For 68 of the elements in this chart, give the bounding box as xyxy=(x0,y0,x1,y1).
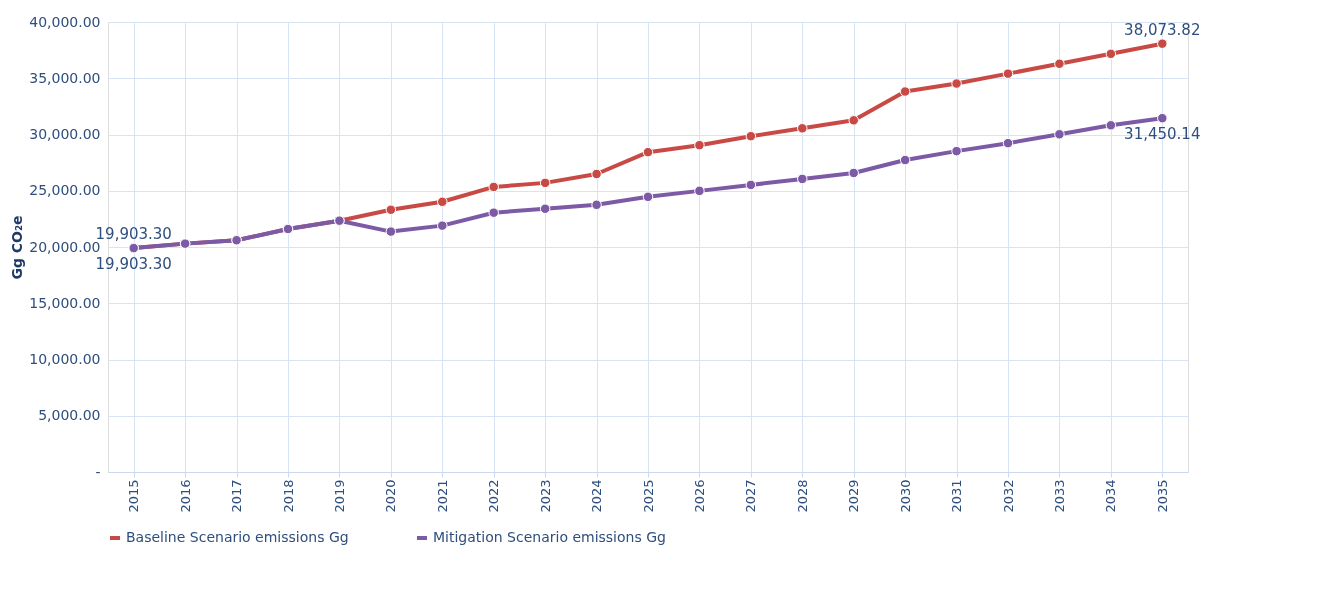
point xyxy=(1054,58,1065,69)
point xyxy=(591,168,602,180)
legend-label: Mitigation Scenario emissions Gg xyxy=(433,529,666,545)
data-label: 19,903.30 xyxy=(95,255,172,274)
point xyxy=(1157,112,1168,124)
point xyxy=(488,181,499,193)
point xyxy=(1002,137,1014,149)
x-tick-label: 2029 xyxy=(846,479,862,513)
point xyxy=(642,191,654,203)
x-tick-label: 2034 xyxy=(1103,479,1119,513)
point xyxy=(539,203,551,214)
y-tick-label: 35,000.00 xyxy=(29,69,101,86)
point xyxy=(437,220,448,231)
y-tick-label: 5,000.00 xyxy=(38,407,101,424)
legend-label: Baseline Scenario emissions Gg xyxy=(126,529,349,545)
point xyxy=(437,196,448,208)
y-tick-label: 25,000.00 xyxy=(29,182,101,199)
y-axis-title: Gg CO₂e xyxy=(9,215,26,280)
x-tick-label: 2017 xyxy=(229,479,245,513)
x-tick-label: 2016 xyxy=(177,479,193,513)
x-tick-label: 2018 xyxy=(280,479,296,513)
x-tick-label: 2024 xyxy=(589,479,605,513)
y-tick-label: - xyxy=(95,463,101,480)
point xyxy=(1054,129,1065,140)
point xyxy=(539,177,551,189)
data-label: 38,073.82 xyxy=(1124,20,1201,39)
point xyxy=(591,199,602,211)
y-tick-label: 10,000.00 xyxy=(29,351,101,367)
y-tick-label: 20,000.00 xyxy=(29,238,101,255)
x-tick-label: 2015 xyxy=(126,479,142,513)
x-tick-label: 2031 xyxy=(949,479,965,513)
point xyxy=(951,78,962,89)
point xyxy=(797,173,808,185)
point xyxy=(488,207,499,218)
x-tick-label: 2026 xyxy=(691,479,707,513)
point xyxy=(385,226,397,237)
x-tick-label: 2035 xyxy=(1154,479,1170,513)
x-tick-label: 2032 xyxy=(1000,479,1016,513)
x-tick-label: 2023 xyxy=(537,479,553,513)
point xyxy=(694,185,705,197)
x-tick-label: 2027 xyxy=(743,479,759,513)
point xyxy=(385,204,397,215)
point xyxy=(1105,120,1117,131)
x-tick-label: 2030 xyxy=(897,479,913,513)
point xyxy=(1002,68,1014,79)
point xyxy=(899,154,911,166)
x-tick-label: 2028 xyxy=(794,479,810,513)
point xyxy=(797,123,808,134)
point xyxy=(848,115,859,126)
point xyxy=(848,167,859,179)
x-tick-label: 2022 xyxy=(486,479,502,513)
x-tick-label: 2025 xyxy=(640,479,656,513)
point xyxy=(694,139,705,151)
point xyxy=(745,130,757,142)
y-tick-label: 30,000.00 xyxy=(29,126,101,142)
x-tick-label: 2021 xyxy=(434,479,450,513)
point xyxy=(951,145,962,157)
x-tick-label: 2020 xyxy=(383,479,399,513)
x-tick-label: 2019 xyxy=(331,479,347,513)
y-tick-label: 40,000.00 xyxy=(29,13,101,30)
point xyxy=(745,179,757,191)
y-tick-label: 15,000.00 xyxy=(29,294,101,311)
x-tick-label: 2033 xyxy=(1051,479,1067,513)
point xyxy=(899,86,911,97)
point xyxy=(1157,38,1168,49)
point xyxy=(642,146,654,158)
data-label: 31,450.14 xyxy=(1124,125,1201,144)
point xyxy=(1105,48,1117,60)
